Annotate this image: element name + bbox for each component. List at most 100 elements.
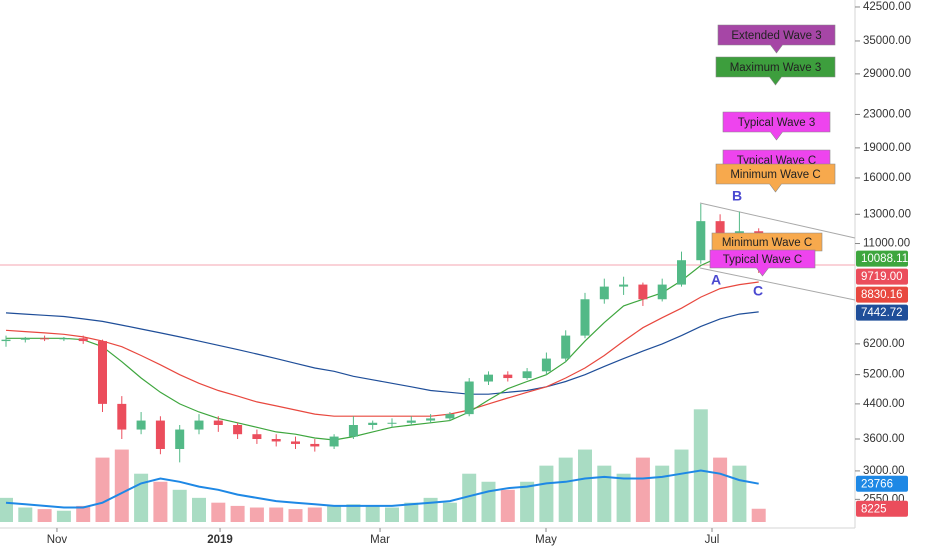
candle-body (561, 335, 571, 359)
volume-bar (655, 465, 670, 522)
candle-body (40, 338, 50, 340)
candle-body (252, 434, 262, 440)
volume-bar (37, 509, 52, 522)
candle-body (1, 339, 11, 342)
volume-bar (732, 465, 747, 522)
annotation: Typical Wave C (709, 249, 816, 277)
annotation-box (717, 24, 836, 54)
y-tick-label: 16000.00 (863, 172, 911, 184)
volume-bar (751, 508, 766, 522)
candle-body (329, 436, 339, 447)
annotation-box (722, 111, 831, 141)
ma-line (5, 311, 759, 395)
candle-body (368, 422, 378, 425)
candle-body (78, 338, 88, 342)
y-tick-label: 42500.00 (863, 1, 911, 13)
price-tag (856, 250, 908, 267)
volume-bar (288, 509, 303, 522)
channel-line (699, 202, 856, 239)
wave-letter: C (753, 283, 763, 299)
volume-bar (230, 505, 245, 522)
volume-bar (172, 489, 187, 522)
volume-bar (558, 457, 573, 522)
candle-body (696, 221, 706, 261)
price-tag (856, 500, 908, 517)
candle-body (310, 443, 320, 447)
y-tick-label: 3600.00 (863, 433, 905, 445)
candle-body (677, 260, 686, 285)
price-tag-label: 23766 (861, 478, 893, 490)
y-tick-label: 35000.00 (863, 35, 911, 47)
volume-bar (404, 502, 419, 522)
volume-bar (616, 473, 631, 522)
price-tag (856, 475, 908, 492)
volume-bar (442, 502, 457, 522)
candle-body (233, 424, 243, 435)
candle-body (387, 422, 397, 424)
volume-bar (385, 507, 399, 522)
volume-bar (462, 473, 477, 522)
candle-body (657, 284, 667, 300)
annotation-text: Minimum Wave C (730, 169, 820, 181)
annotation: Typical Wave 3 (722, 111, 831, 141)
candle-body (599, 286, 609, 300)
volume-bar (674, 449, 689, 522)
volume-bar (153, 481, 168, 522)
y-tick-label: 13000.00 (863, 208, 911, 220)
candle-body (136, 420, 146, 430)
candle-body (117, 403, 127, 430)
annotation-box (715, 163, 836, 193)
y-tick-label: 11000.00 (863, 238, 910, 250)
price-tag (856, 268, 908, 285)
volume-bar (327, 505, 342, 522)
price-tag (856, 304, 908, 321)
candle-body (464, 381, 474, 415)
channel-line (699, 267, 856, 301)
candle-body (194, 420, 204, 430)
annotation-text: Minimum Wave C (722, 237, 812, 249)
y-tick-label: 3000.00 (863, 465, 905, 477)
candle-body (580, 299, 590, 336)
candle-body (271, 439, 281, 442)
price-tag-label: 8830.16 (861, 289, 903, 301)
volume-bar (693, 409, 708, 522)
ma-line (5, 281, 759, 417)
candle-body (348, 424, 358, 437)
candle-body (445, 414, 455, 419)
candle-body (406, 420, 416, 423)
y-tick-label: 19000.00 (863, 142, 911, 154)
annotation: Maximum Wave 3 (715, 56, 836, 86)
candle-body (291, 441, 300, 444)
candle-body (715, 221, 725, 236)
volume-bar (597, 465, 612, 522)
volume-bar (713, 457, 728, 522)
annotation: Minimum Wave C (715, 163, 836, 193)
volume-bar (0, 497, 13, 522)
annotation-box (715, 56, 836, 86)
annotation-text: Typical Wave 3 (738, 117, 816, 129)
candle-body (20, 338, 30, 340)
x-tick-label: Jul (705, 534, 720, 546)
wave-letter: A (711, 272, 721, 288)
candle-body (98, 341, 107, 404)
volume-bar (192, 497, 206, 522)
candle-body (619, 284, 629, 287)
price-tag-label: 7442.72 (861, 307, 903, 319)
candle-body (541, 358, 551, 372)
volume-bar (307, 507, 322, 522)
candle-body (484, 374, 493, 382)
y-tick-label: 29000.00 (863, 68, 911, 80)
volume-bar (95, 457, 110, 522)
wave-letter: B (732, 188, 742, 204)
volume-bar (635, 457, 650, 522)
volume-bar (76, 505, 91, 522)
volume-bar (211, 502, 226, 522)
candle-body (59, 338, 69, 340)
candle-body (522, 371, 532, 379)
y-tick-label: 6200.00 (863, 338, 905, 350)
volume-bar (481, 481, 496, 522)
volume-bar (539, 465, 554, 522)
x-tick-label: Nov (47, 534, 68, 546)
